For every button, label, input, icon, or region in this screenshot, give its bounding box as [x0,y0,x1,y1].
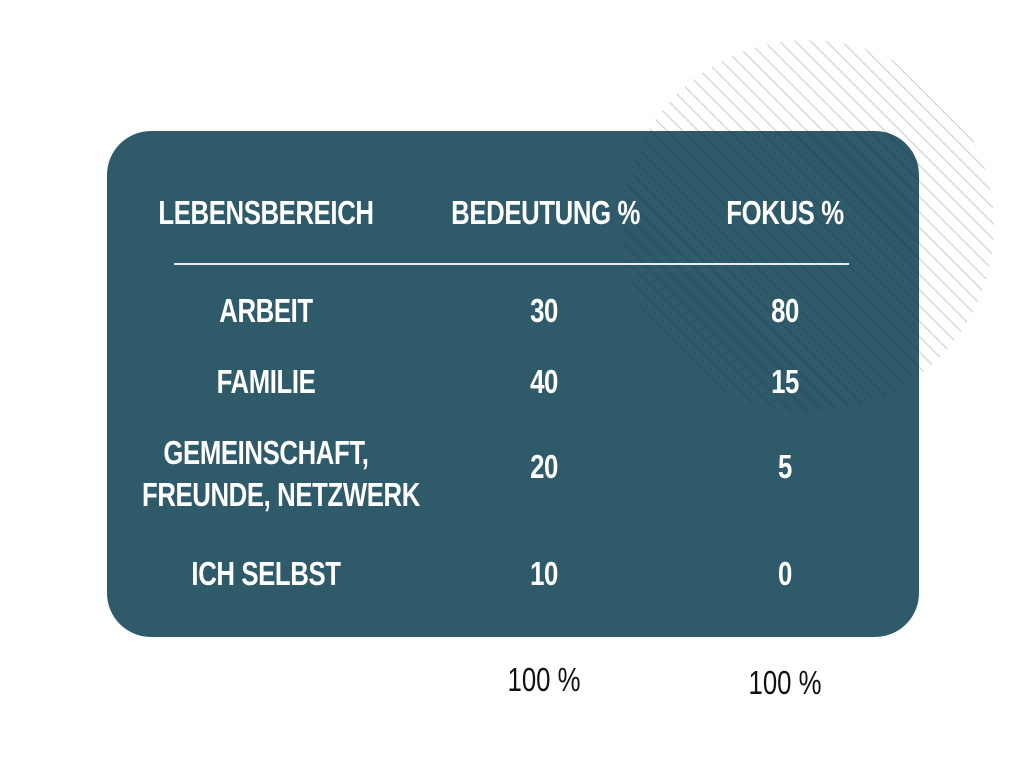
header-focus: FOKUS % [726,194,844,231]
row-focus-arbeit: 80 [771,292,799,329]
header-importance: BEDEUTUNG % [451,194,640,231]
striped-circle-overlay [622,131,919,412]
row-importance-familie: 40 [530,363,558,400]
row-importance-arbeit: 30 [530,292,558,329]
row-area-familie: FAMILIE [216,363,316,400]
row-area-arbeit: ARBEIT [219,292,313,329]
row-focus-ich-selbst: 0 [778,555,792,592]
row-importance-ich-selbst: 10 [530,555,558,592]
total-importance: 100 % [507,661,581,698]
row-focus-gemeinschaft: 5 [778,448,792,485]
row-area-gemeinschaft: GEMEINSCHAFT, FREUNDE, NETZWERK [141,432,420,516]
row-area-gemeinschaft-line-1: GEMEINSCHAFT, [163,434,369,471]
header-divider [174,263,849,265]
total-focus: 100 % [748,664,822,701]
row-area-gemeinschaft-line-2: FREUNDE, NETZWERK [141,476,420,513]
row-area-ich-selbst: ICH SELBST [191,555,341,592]
header-area: LEBENSBEREICH [158,194,374,231]
row-importance-gemeinschaft: 20 [530,448,558,485]
table-card: LEBENSBEREICH BEDEUTUNG % FOKUS % ARBEIT… [107,131,919,637]
row-focus-familie: 15 [771,363,799,400]
